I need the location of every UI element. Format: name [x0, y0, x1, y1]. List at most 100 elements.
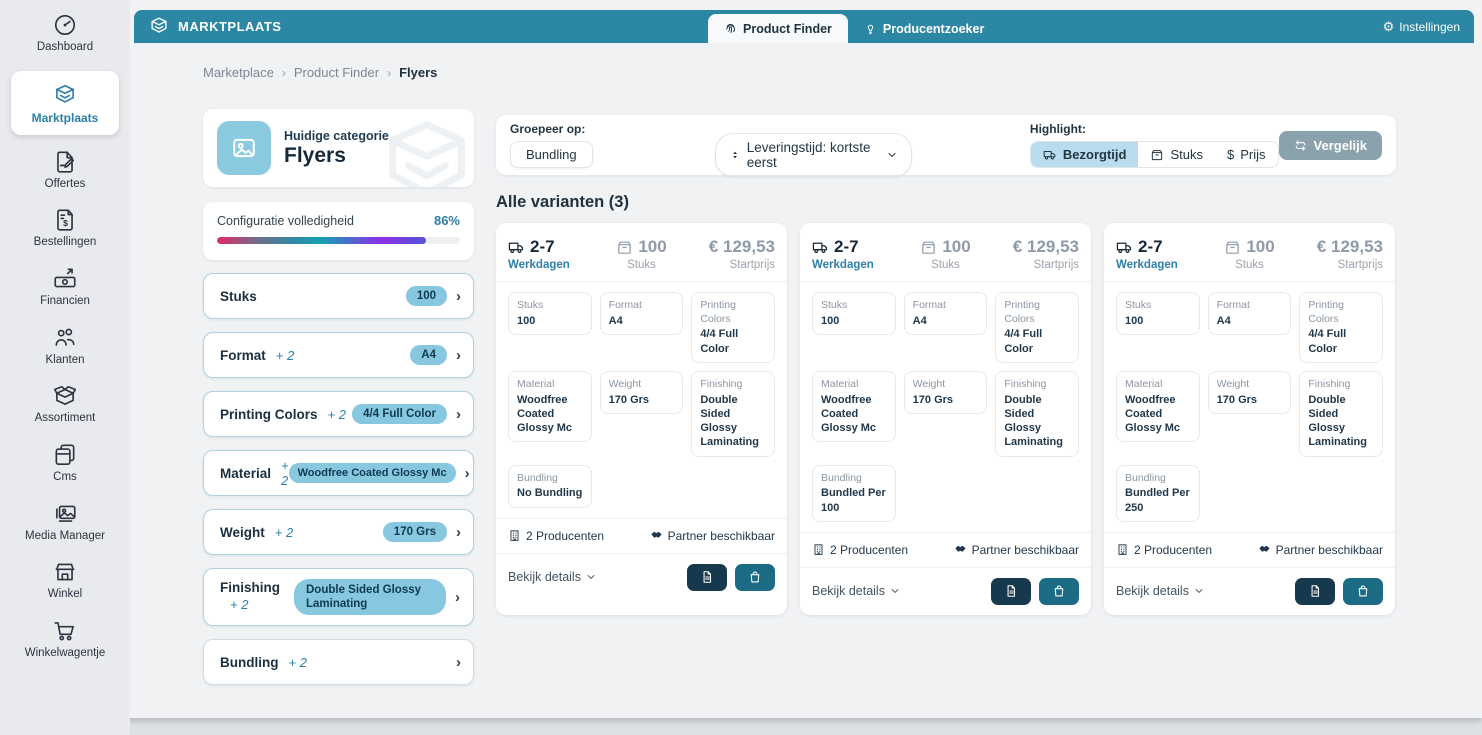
view-details-link[interactable]: Bekijk details [1116, 584, 1204, 598]
chevron-right-icon: › [464, 464, 470, 482]
spec-box: Printing Colors 4/4 Full Color [995, 292, 1079, 363]
settings-button[interactable]: ⚙ Instellingen [1383, 19, 1460, 35]
sidebar-item-marktplaats[interactable]: Marktplaats [11, 70, 119, 135]
spec-box: Material Woodfree Coated Glossy Mc [812, 370, 896, 443]
pages-icon [55, 444, 75, 466]
sidebar-item-media-manager[interactable]: Media Manager [11, 501, 119, 543]
chevron-right-icon: › [456, 523, 461, 541]
quote-document-button[interactable] [687, 563, 727, 591]
document-icon [703, 571, 712, 583]
filter-label: Format [220, 347, 266, 363]
group-by-chip[interactable]: Bundling [510, 141, 593, 168]
sidebar-item-dashboard[interactable]: Dashboard [11, 12, 119, 54]
price-value: € 129,53 [708, 237, 775, 256]
filter-finishing[interactable]: Finishing + 2 Double Sided Glossy Lamina… [203, 568, 474, 626]
variant-cards: 2-7 Werkdagen 100 Stuks € 129,53 Startpr… [496, 223, 1396, 615]
category-image-icon [217, 121, 271, 175]
price-value: € 129,53 [1316, 237, 1383, 256]
bag-icon [1358, 585, 1368, 597]
quote-document-button[interactable] [991, 577, 1031, 605]
spec-box: Weight 170 Grs [599, 370, 684, 414]
sidebar-item-financien[interactable]: Financien [11, 266, 119, 308]
add-to-cart-button[interactable] [735, 563, 775, 591]
breadcrumb-item[interactable]: Product Finder [293, 65, 380, 80]
highlight-option-bezorgtijd[interactable]: Bezorgtijd [1030, 142, 1139, 167]
sidebar-item-bestellingen[interactable]: Bestellingen [11, 207, 119, 249]
view-details-link[interactable]: Bekijk details [508, 570, 596, 584]
chevron-right-icon: › [387, 65, 392, 80]
delivery-value: 2-7 [530, 237, 555, 256]
filter-value-pill: Double Sided Glossy Laminating [294, 578, 446, 616]
sidebar-item-klanten[interactable]: Klanten [11, 325, 119, 367]
spec-box: Printing Colors 4/4 Full Color [1299, 292, 1383, 363]
truck-icon [508, 242, 524, 253]
add-to-cart-button[interactable] [1343, 577, 1383, 605]
chevron-right-icon: › [456, 287, 461, 305]
filter-format[interactable]: Format + 2 A4 › [203, 332, 474, 378]
tab-producentzoeker[interactable]: Producentzoeker [848, 14, 1000, 43]
variant-card: 2-7 Werkdagen 100 Stuks € 129,53 Startpr… [496, 223, 787, 615]
filter-extra-count: + 2 [281, 458, 289, 488]
filter-extra-count: + 2 [230, 597, 249, 613]
price-unit: Startprijs [1033, 259, 1079, 271]
tab-product-finder[interactable]: Product Finder [708, 14, 848, 43]
sidebar-item-winkel[interactable]: Winkel [11, 559, 119, 601]
sidebar-item-cms[interactable]: Cms [11, 442, 119, 484]
gear-icon: ⚙ [1382, 18, 1395, 34]
add-to-cart-button[interactable] [1039, 577, 1079, 605]
view-details-link[interactable]: Bekijk details [812, 584, 900, 598]
document-icon [1007, 585, 1016, 598]
variant-card: 2-7 Werkdagen 100 Stuks € 129,53 Startpr… [800, 223, 1091, 615]
sidebar-item-assortiment[interactable]: Assortiment [11, 383, 119, 425]
filter-column: Huidige categorie Flyers Configuratie vo… [203, 109, 474, 685]
sidebar: Dashboard Marktplaats Offertes Bestellin… [0, 0, 130, 735]
spec-box: Finishing Double Sided Glossy Laminating [1299, 370, 1383, 457]
chevron-down-icon [587, 575, 595, 580]
highlight-option-label: Bezorgtijd [1062, 147, 1127, 162]
highlight-option-stuks[interactable]: Stuks [1138, 142, 1215, 167]
spec-box: Weight 170 Grs [1207, 370, 1292, 414]
partner-info: Partner beschikbaar [954, 543, 1079, 557]
package-icon [618, 241, 632, 254]
filter-label: Stuks [220, 288, 257, 304]
filter-extra-count: + 2 [327, 406, 346, 422]
spec-box: Stuks 100 [812, 292, 896, 335]
tab-label: Producentzoeker [882, 21, 985, 36]
handshake-icon [1258, 546, 1270, 553]
sort-dropdown[interactable]: Leveringstijd: kortste eerst [714, 133, 912, 177]
filter-material[interactable]: Material + 2 Woodfree Coated Glossy Mc › [203, 450, 474, 496]
filter-stuks[interactable]: Stuks 100 › [203, 273, 474, 319]
filter-weight[interactable]: Weight + 2 170 Grs › [203, 509, 474, 555]
spec-box: Format A4 [903, 292, 988, 335]
breadcrumb-item[interactable]: Marketplace [203, 65, 274, 80]
compare-button[interactable]: Vergelijk [1278, 130, 1382, 160]
chevron-down-icon [888, 153, 896, 157]
sort-icon [732, 151, 737, 159]
building-icon [1118, 544, 1127, 556]
breadcrumb: Marketplace › Product Finder › Flyers [203, 65, 1482, 80]
quote-document-button[interactable] [1295, 577, 1335, 605]
partner-info: Partner beschikbaar [1258, 543, 1383, 557]
filter-printing-colors[interactable]: Printing Colors + 2 4/4 Full Color › [203, 391, 474, 437]
sidebar-item-label: Media Manager [25, 529, 105, 542]
filter-extra-count: + 2 [274, 524, 294, 540]
chevron-right-icon: › [455, 588, 460, 606]
highlight-option-prijs[interactable]: $ Prijs [1215, 142, 1278, 167]
filter-value-pill: 170 Grs [382, 522, 447, 542]
highlight-option-label: Prijs [1240, 147, 1266, 162]
results-toolbar: Groepeer op: Bundling Leveringstijd: kor… [496, 115, 1396, 177]
document-icon [1311, 585, 1320, 598]
variant-card: 2-7 Werkdagen 100 Stuks € 129,53 Startpr… [1104, 223, 1395, 615]
filter-extra-count: + 2 [275, 347, 295, 363]
sidebar-item-label: Winkelwagentje [24, 646, 106, 659]
package-icon [922, 241, 936, 254]
sidebar-item-offertes[interactable]: Offertes [11, 149, 119, 191]
sidebar-item-winkelwagentje[interactable]: Winkelwagentje [11, 618, 119, 660]
package-icon [1226, 241, 1240, 254]
filter-bundling[interactable]: Bundling + 2 › [203, 639, 474, 685]
highlight-option-label: Stuks [1170, 147, 1203, 162]
handshake-icon [650, 531, 662, 538]
chevron-right-icon: › [456, 653, 461, 671]
filter-label: Weight [220, 524, 265, 540]
spec-box: Stuks 100 [1116, 292, 1200, 335]
